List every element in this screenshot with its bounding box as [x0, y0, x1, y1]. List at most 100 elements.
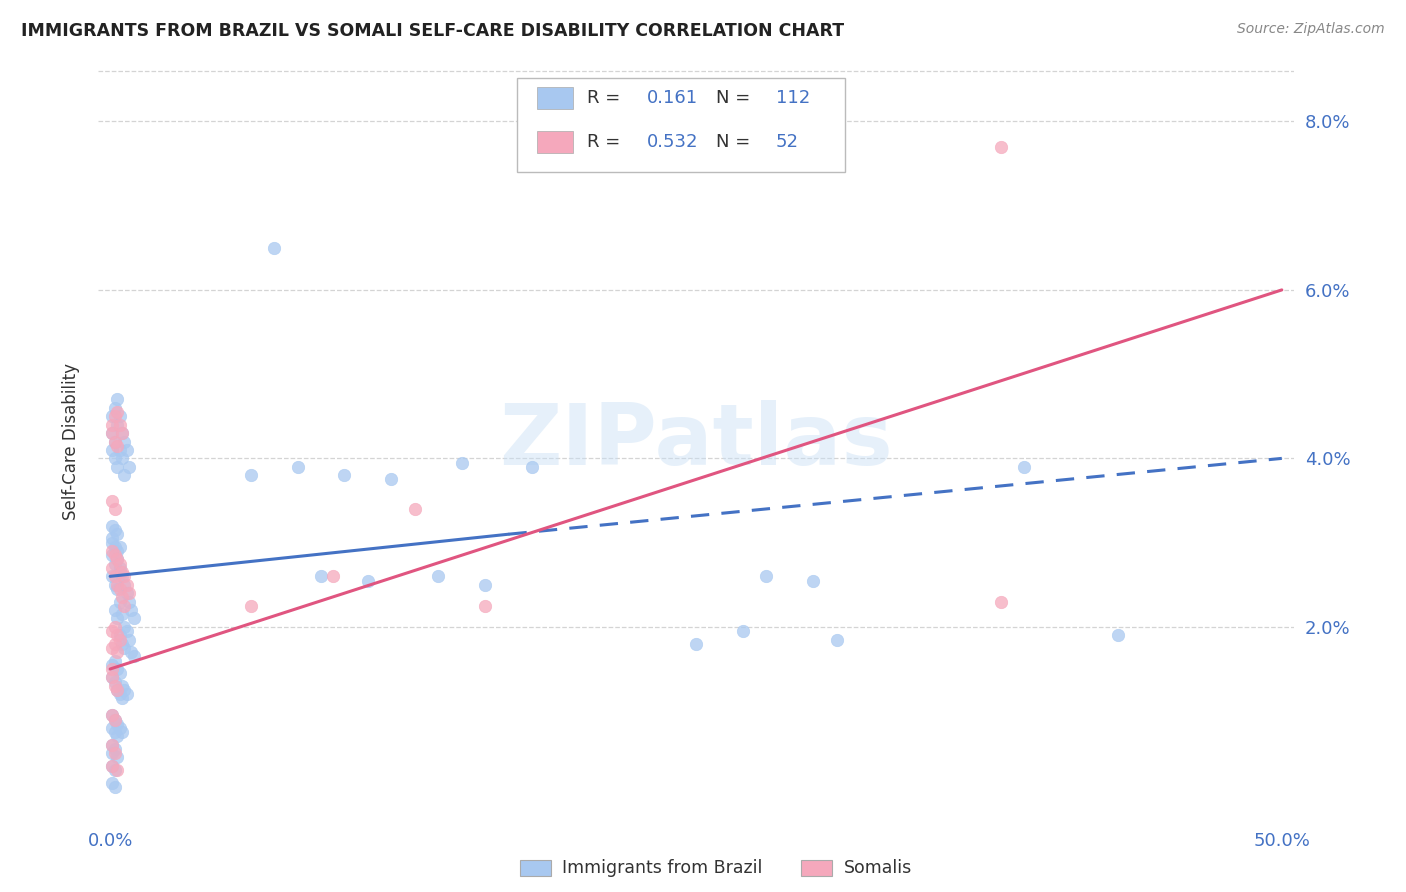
- Text: 0.532: 0.532: [647, 133, 699, 151]
- Point: [105, 750, 128, 764]
- Point: [120, 645, 142, 659]
- Point: [104, 654, 127, 668]
- Point: [111, 591, 134, 605]
- Point: [101, 569, 124, 583]
- Point: [105, 730, 128, 744]
- Point: [120, 603, 142, 617]
- Text: 52: 52: [776, 133, 799, 151]
- Point: [105, 611, 128, 625]
- Point: [115, 687, 138, 701]
- Text: N =: N =: [716, 133, 756, 151]
- Text: IMMIGRANTS FROM BRAZIL VS SOMALI SELF-CARE DISABILITY CORRELATION CHART: IMMIGRANTS FROM BRAZIL VS SOMALI SELF-CA…: [21, 22, 844, 40]
- Point: [101, 670, 124, 684]
- Point: [104, 540, 127, 554]
- Point: [115, 578, 138, 592]
- Point: [104, 434, 127, 449]
- Point: [118, 586, 141, 600]
- Point: [101, 417, 124, 432]
- Point: [101, 518, 124, 533]
- Point: [112, 640, 135, 655]
- Point: [108, 557, 131, 571]
- Point: [101, 657, 124, 672]
- Point: [104, 409, 127, 424]
- Point: [118, 632, 141, 647]
- Point: [101, 640, 124, 655]
- Point: [108, 628, 131, 642]
- Text: ZIPatlas: ZIPatlas: [499, 400, 893, 483]
- Point: [105, 459, 128, 474]
- Text: R =: R =: [588, 89, 626, 107]
- Point: [104, 713, 127, 727]
- Point: [122, 649, 145, 664]
- Point: [101, 776, 124, 790]
- Point: [115, 624, 138, 639]
- Point: [104, 557, 127, 571]
- Point: [112, 569, 135, 583]
- Point: [685, 637, 707, 651]
- Point: [108, 561, 131, 575]
- Text: Source: ZipAtlas.com: Source: ZipAtlas.com: [1237, 22, 1385, 37]
- Point: [105, 662, 128, 676]
- Point: [104, 637, 127, 651]
- Point: [104, 674, 127, 689]
- Point: [112, 468, 135, 483]
- Point: [111, 569, 134, 583]
- Point: [101, 535, 124, 549]
- Point: [101, 561, 124, 575]
- Point: [115, 586, 138, 600]
- Point: [105, 763, 128, 777]
- Point: [105, 405, 128, 419]
- Point: [104, 780, 127, 794]
- Point: [104, 434, 127, 449]
- Point: [105, 683, 128, 698]
- Point: [101, 426, 124, 441]
- Point: [450, 456, 472, 470]
- Point: [105, 645, 128, 659]
- Point: [108, 687, 131, 701]
- Point: [801, 574, 824, 588]
- Point: [105, 552, 128, 566]
- Point: [101, 548, 124, 563]
- Point: [101, 624, 124, 639]
- Point: [333, 468, 356, 483]
- Point: [105, 544, 128, 558]
- Point: [108, 442, 131, 457]
- Point: [115, 442, 138, 457]
- Point: [239, 468, 262, 483]
- Point: [108, 409, 131, 424]
- Point: [108, 565, 131, 579]
- Point: [105, 552, 128, 566]
- Text: N =: N =: [716, 89, 756, 107]
- Text: Immigrants from Brazil: Immigrants from Brazil: [562, 859, 763, 877]
- Point: [108, 582, 131, 596]
- Point: [104, 679, 127, 693]
- Point: [322, 569, 344, 583]
- Point: [101, 670, 124, 684]
- Point: [104, 620, 127, 634]
- Point: [108, 540, 131, 554]
- Point: [104, 401, 127, 415]
- Point: [104, 713, 127, 727]
- Point: [101, 759, 124, 773]
- Point: [111, 725, 134, 739]
- Point: [105, 628, 128, 642]
- Point: [404, 502, 426, 516]
- Point: [990, 139, 1012, 153]
- Text: R =: R =: [588, 133, 626, 151]
- Point: [112, 434, 135, 449]
- Point: [1012, 459, 1035, 474]
- Point: [101, 746, 124, 760]
- Point: [101, 738, 124, 752]
- Point: [825, 632, 848, 647]
- Point: [105, 417, 128, 432]
- Point: [104, 451, 127, 466]
- Point: [474, 578, 496, 592]
- Point: [104, 746, 127, 760]
- FancyBboxPatch shape: [517, 78, 845, 172]
- Point: [380, 473, 402, 487]
- Point: [104, 523, 127, 537]
- Point: [111, 637, 134, 651]
- Point: [105, 392, 128, 407]
- Point: [111, 451, 134, 466]
- Point: [112, 578, 135, 592]
